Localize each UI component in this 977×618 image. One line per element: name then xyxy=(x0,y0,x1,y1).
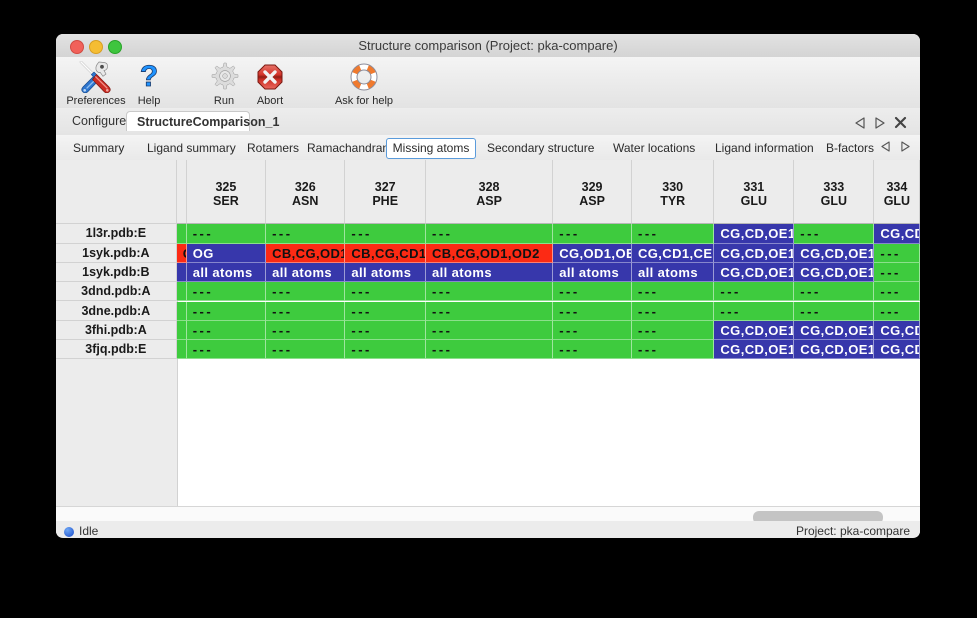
svg-text:?: ? xyxy=(140,61,158,93)
